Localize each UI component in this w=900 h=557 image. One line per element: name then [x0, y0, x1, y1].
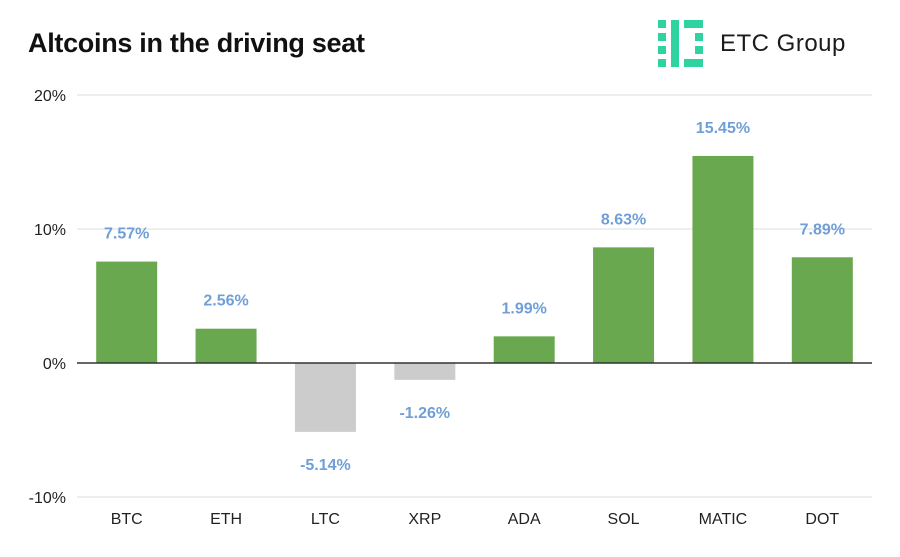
bar-matic [692, 155, 754, 363]
y-tick-label: 0% [43, 356, 66, 373]
data-label: 15.45% [696, 120, 750, 137]
data-label: -1.26% [399, 405, 450, 422]
etc-group-logo-icon [658, 20, 703, 67]
bar-btc [96, 261, 158, 363]
x-tick-label: ETH [210, 511, 242, 528]
brand-name: ETC Group [720, 30, 846, 57]
x-tick-label: MATIC [699, 511, 748, 528]
x-tick-label: DOT [805, 511, 839, 528]
y-axis-labels: -10% 0% 10% 20% [29, 88, 66, 507]
bar-ltc [294, 363, 356, 432]
y-tick-label: -10% [29, 490, 66, 507]
data-label: 2.56% [203, 293, 248, 310]
brand-logo: ETC Group [658, 20, 846, 68]
bar-xrp [394, 363, 456, 380]
bar-dot [791, 257, 853, 363]
y-tick-label: 10% [34, 222, 66, 239]
bars [96, 155, 853, 432]
data-label: -5.14% [300, 457, 351, 474]
data-label: 7.89% [800, 221, 845, 238]
bar-eth [195, 328, 257, 363]
bar-ada [493, 336, 555, 363]
x-axis-labels: BTC ETH LTC XRP ADA SOL MATIC DOT [111, 511, 840, 528]
x-tick-label: ADA [508, 511, 541, 528]
data-label: 7.57% [104, 226, 149, 243]
bar-sol [593, 247, 655, 363]
data-labels: 7.57% 2.56% -5.14% -1.26% 1.99% 8.63% 15.45% 7.… [104, 120, 845, 474]
x-tick-label: LTC [311, 511, 340, 528]
x-tick-label: SOL [608, 511, 640, 528]
data-label: 8.63% [601, 211, 646, 228]
chart-title: Altcoins in the driving seat [28, 28, 365, 58]
data-label: 1.99% [502, 300, 547, 317]
x-tick-label: XRP [408, 511, 441, 528]
y-tick-label: 20% [34, 88, 66, 105]
x-tick-label: BTC [111, 511, 143, 528]
